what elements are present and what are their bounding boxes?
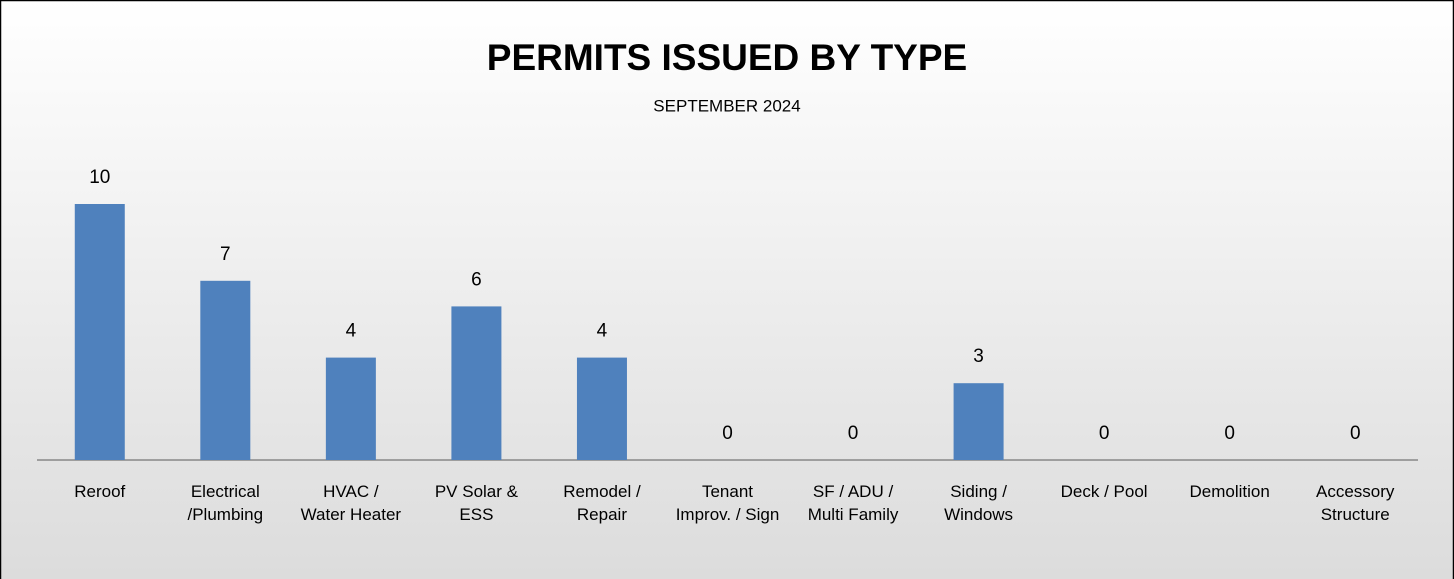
x-tick-label: SF / ADU / Multi Family [807,482,899,524]
data-label: 0 [1224,423,1235,444]
x-tick-label: Reroof [74,482,126,501]
bar [953,383,1004,460]
bar [74,204,125,460]
data-label: 4 [346,321,357,342]
x-tick-label: Electrical /Plumbing [187,482,264,524]
x-tick-label: Remodel / Repair [563,482,641,524]
x-tick-label: HVAC / Water Heater [300,482,402,524]
chart-subtitle: SEPTEMBER 2024 [653,96,800,115]
x-tick-label: PV Solar & ESS [434,482,518,524]
data-label: 6 [471,269,482,290]
x-tick-label: Deck / Pool [1060,482,1148,501]
data-label: 4 [597,321,608,342]
x-tick-label: Tenant Improv. / Sign [675,482,780,524]
bar [451,306,502,460]
data-label: 10 [89,167,110,188]
data-label: 0 [722,423,733,444]
chart-title: PERMITS ISSUED BY TYPE [487,37,967,78]
bar [200,280,251,460]
bar [576,357,627,460]
data-label: 0 [1099,423,1110,444]
data-label: 3 [973,346,984,367]
data-label: 0 [848,423,859,444]
x-tick-label: Demolition [1189,482,1270,501]
x-tick-label: Siding / Windows [944,482,1014,524]
data-label: 7 [220,244,231,265]
data-label: 0 [1350,423,1361,444]
x-tick-label: Accessory Structure [1316,482,1395,524]
bar [325,357,376,460]
